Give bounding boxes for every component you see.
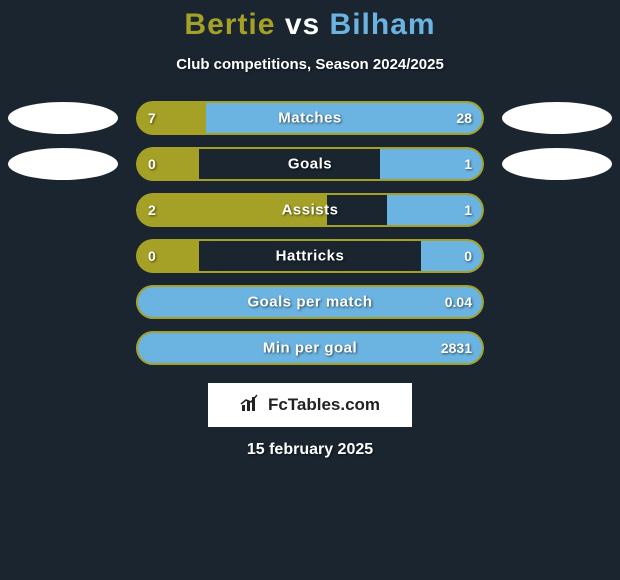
stat-label: Goals — [136, 156, 484, 173]
club-logo-right — [502, 148, 612, 180]
spacer — [8, 210, 118, 211]
stat-value-right: 0.04 — [445, 294, 472, 310]
spacer — [502, 302, 612, 303]
title-vs: vs — [285, 8, 320, 41]
stat-bar: Min per goal2831 — [136, 331, 484, 365]
stat-bar: Matches7 28 — [136, 101, 484, 135]
stats-list: Matches728Goals01Assists21Hattricks00Goa… — [0, 101, 620, 365]
stat-value-left: 0 — [148, 248, 156, 264]
stat-value-right: 1 — [464, 156, 472, 172]
stat-value-left: 7 — [148, 110, 156, 126]
stat-row: Assists2 1 — [0, 193, 620, 227]
stat-value-left: 0 — [148, 156, 156, 172]
club-logo-left — [8, 148, 118, 180]
subtitle: Club competitions, Season 2024/2025 — [0, 56, 620, 73]
stat-bar: Assists2 1 — [136, 193, 484, 227]
spacer — [8, 256, 118, 257]
logo-box[interactable]: FcTables.com — [208, 383, 412, 427]
stat-label: Goals per match — [136, 294, 484, 311]
title-player2: Bilham — [330, 8, 436, 41]
spacer — [8, 302, 118, 303]
stat-value-right: 1 — [464, 202, 472, 218]
spacer — [502, 256, 612, 257]
stat-value-right: 28 — [456, 110, 472, 126]
page-title: Bertie vs Bilham — [0, 8, 620, 42]
stat-label: Hattricks — [136, 248, 484, 265]
stat-label: Matches — [136, 110, 484, 127]
stat-label: Min per goal — [136, 340, 484, 357]
title-player1: Bertie — [184, 8, 275, 41]
stat-value-left: 2 — [148, 202, 156, 218]
date-label: 15 february 2025 — [0, 441, 620, 459]
spacer — [8, 348, 118, 349]
comparison-card: Bertie vs Bilham Club competitions, Seas… — [0, 0, 620, 459]
stat-row: Goals0 1 — [0, 147, 620, 181]
logo-text: FcTables.com — [268, 395, 380, 415]
stat-value-right: 0 — [464, 248, 472, 264]
club-logo-left — [8, 102, 118, 134]
stat-bar: Goals per match0.04 — [136, 285, 484, 319]
stat-bar: Hattricks0 0 — [136, 239, 484, 273]
stat-row: Goals per match0.04 — [0, 285, 620, 319]
stat-row: Matches7 28 — [0, 101, 620, 135]
spacer — [502, 348, 612, 349]
stat-value-right: 2831 — [441, 340, 472, 356]
stat-row: Min per goal2831 — [0, 331, 620, 365]
chart-icon — [240, 393, 262, 418]
stat-label: Assists — [136, 202, 484, 219]
club-logo-right — [502, 102, 612, 134]
spacer — [502, 210, 612, 211]
stat-row: Hattricks0 0 — [0, 239, 620, 273]
stat-bar: Goals0 1 — [136, 147, 484, 181]
